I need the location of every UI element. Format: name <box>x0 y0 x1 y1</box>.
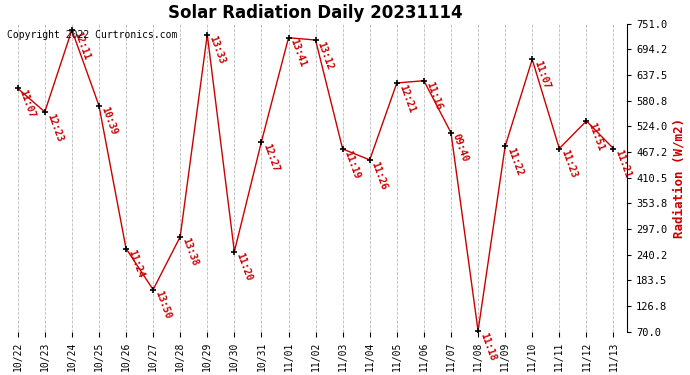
Point <box>581 118 592 124</box>
Point <box>364 157 375 163</box>
Text: Copyright 2022 Curtronics.com: Copyright 2022 Curtronics.com <box>8 30 177 40</box>
Text: 10:39: 10:39 <box>99 106 119 136</box>
Point <box>608 146 619 152</box>
Text: 13:50: 13:50 <box>153 290 172 321</box>
Y-axis label: Radiation (W/m2): Radiation (W/m2) <box>673 118 686 238</box>
Text: 11:20: 11:20 <box>235 252 254 283</box>
Point <box>66 27 77 33</box>
Point <box>418 78 429 84</box>
Text: 13:33: 13:33 <box>207 34 227 66</box>
Text: 12:23: 12:23 <box>45 112 64 143</box>
Text: 11:23: 11:23 <box>560 148 579 180</box>
Point <box>201 32 213 38</box>
Text: 12:27: 12:27 <box>262 142 281 173</box>
Text: 13:12: 13:12 <box>315 40 335 71</box>
Point <box>554 146 565 152</box>
Point <box>446 130 457 136</box>
Point <box>39 109 50 115</box>
Point <box>391 80 402 86</box>
Text: 11:18: 11:18 <box>478 331 497 362</box>
Text: 11:19: 11:19 <box>343 149 362 180</box>
Point <box>500 143 511 149</box>
Text: 12:11: 12:11 <box>72 30 91 61</box>
Point <box>121 246 132 252</box>
Text: 11:24: 11:24 <box>126 249 146 279</box>
Text: 11:07: 11:07 <box>532 60 552 90</box>
Point <box>256 139 267 145</box>
Text: 09:40: 09:40 <box>451 133 471 164</box>
Text: 11:26: 11:26 <box>370 160 389 191</box>
Text: 13:38: 13:38 <box>180 237 199 268</box>
Point <box>93 103 104 109</box>
Point <box>526 57 538 63</box>
Point <box>337 146 348 152</box>
Point <box>175 234 186 240</box>
Point <box>229 249 240 255</box>
Point <box>473 328 484 334</box>
Text: 11:21: 11:21 <box>613 148 633 180</box>
Text: 13:41: 13:41 <box>288 38 308 69</box>
Text: 11:51: 11:51 <box>586 121 606 152</box>
Point <box>12 86 23 92</box>
Text: 11:07: 11:07 <box>18 88 37 119</box>
Point <box>148 286 159 292</box>
Point <box>283 35 294 41</box>
Point <box>310 37 321 43</box>
Text: 11:16: 11:16 <box>424 81 444 112</box>
Text: 11:22: 11:22 <box>505 146 524 177</box>
Text: 12:21: 12:21 <box>397 83 416 114</box>
Title: Solar Radiation Daily 20231114: Solar Radiation Daily 20231114 <box>168 4 463 22</box>
